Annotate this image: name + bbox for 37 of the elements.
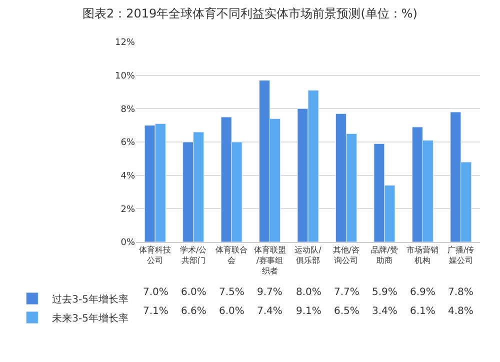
legend-label: 过去3-5年增长率 bbox=[52, 293, 129, 306]
chart-title: 图表2：2019年全球体育不同利益实体市场前景预测(单位：%) bbox=[82, 6, 418, 20]
data-label: 6.5% bbox=[334, 306, 360, 317]
x-tick-label: 广播/传媒公司 bbox=[448, 246, 474, 265]
legend-label: 未来3-5年增长率 bbox=[52, 312, 129, 324]
data-label: 5.9% bbox=[372, 287, 398, 298]
data-label: 6.6% bbox=[181, 306, 206, 317]
data-label: 4.8% bbox=[448, 306, 474, 317]
data-label: 7.4% bbox=[257, 306, 282, 317]
data-label: 8.0% bbox=[296, 287, 322, 298]
x-tick-label: 体育联盟/赛事组织者 bbox=[254, 246, 286, 276]
data-label: 6.0% bbox=[181, 287, 206, 298]
data-label: 7.1% bbox=[143, 306, 168, 317]
data-label: 9.1% bbox=[296, 306, 322, 317]
data-label: 6.1% bbox=[410, 306, 436, 317]
x-tick-label: 品牌/赞助商 bbox=[371, 246, 398, 265]
data-label: 7.0% bbox=[143, 287, 168, 298]
x-tick-label: 体育联合会 bbox=[216, 246, 248, 265]
x-tick-label: 运动队/俱乐部 bbox=[294, 246, 322, 265]
y-tick-label: 10% bbox=[114, 71, 136, 82]
y-tick-label: 6% bbox=[120, 138, 136, 148]
x-tick-label: 其他/咨询公司 bbox=[332, 246, 360, 265]
x-tick-label: 体育科技公司 bbox=[139, 246, 172, 265]
x-tick-label: 学术/公共部门 bbox=[180, 246, 207, 265]
data-label: 7.8% bbox=[448, 287, 474, 298]
data-label: 3.4% bbox=[372, 306, 398, 317]
data-label: 7.7% bbox=[334, 287, 360, 298]
y-tick-label: 0% bbox=[120, 238, 136, 248]
y-tick-label: 8% bbox=[120, 104, 136, 115]
y-tick-label: 12% bbox=[114, 38, 136, 48]
y-tick-label: 2% bbox=[120, 204, 136, 215]
data-label: 6.0% bbox=[219, 306, 244, 317]
data-label: 7.5% bbox=[219, 287, 244, 298]
x-tick-label: 市场营销机构 bbox=[406, 246, 439, 265]
data-label: 9.7% bbox=[257, 287, 282, 298]
data-label: 6.9% bbox=[410, 287, 436, 298]
y-tick-label: 4% bbox=[120, 171, 136, 182]
